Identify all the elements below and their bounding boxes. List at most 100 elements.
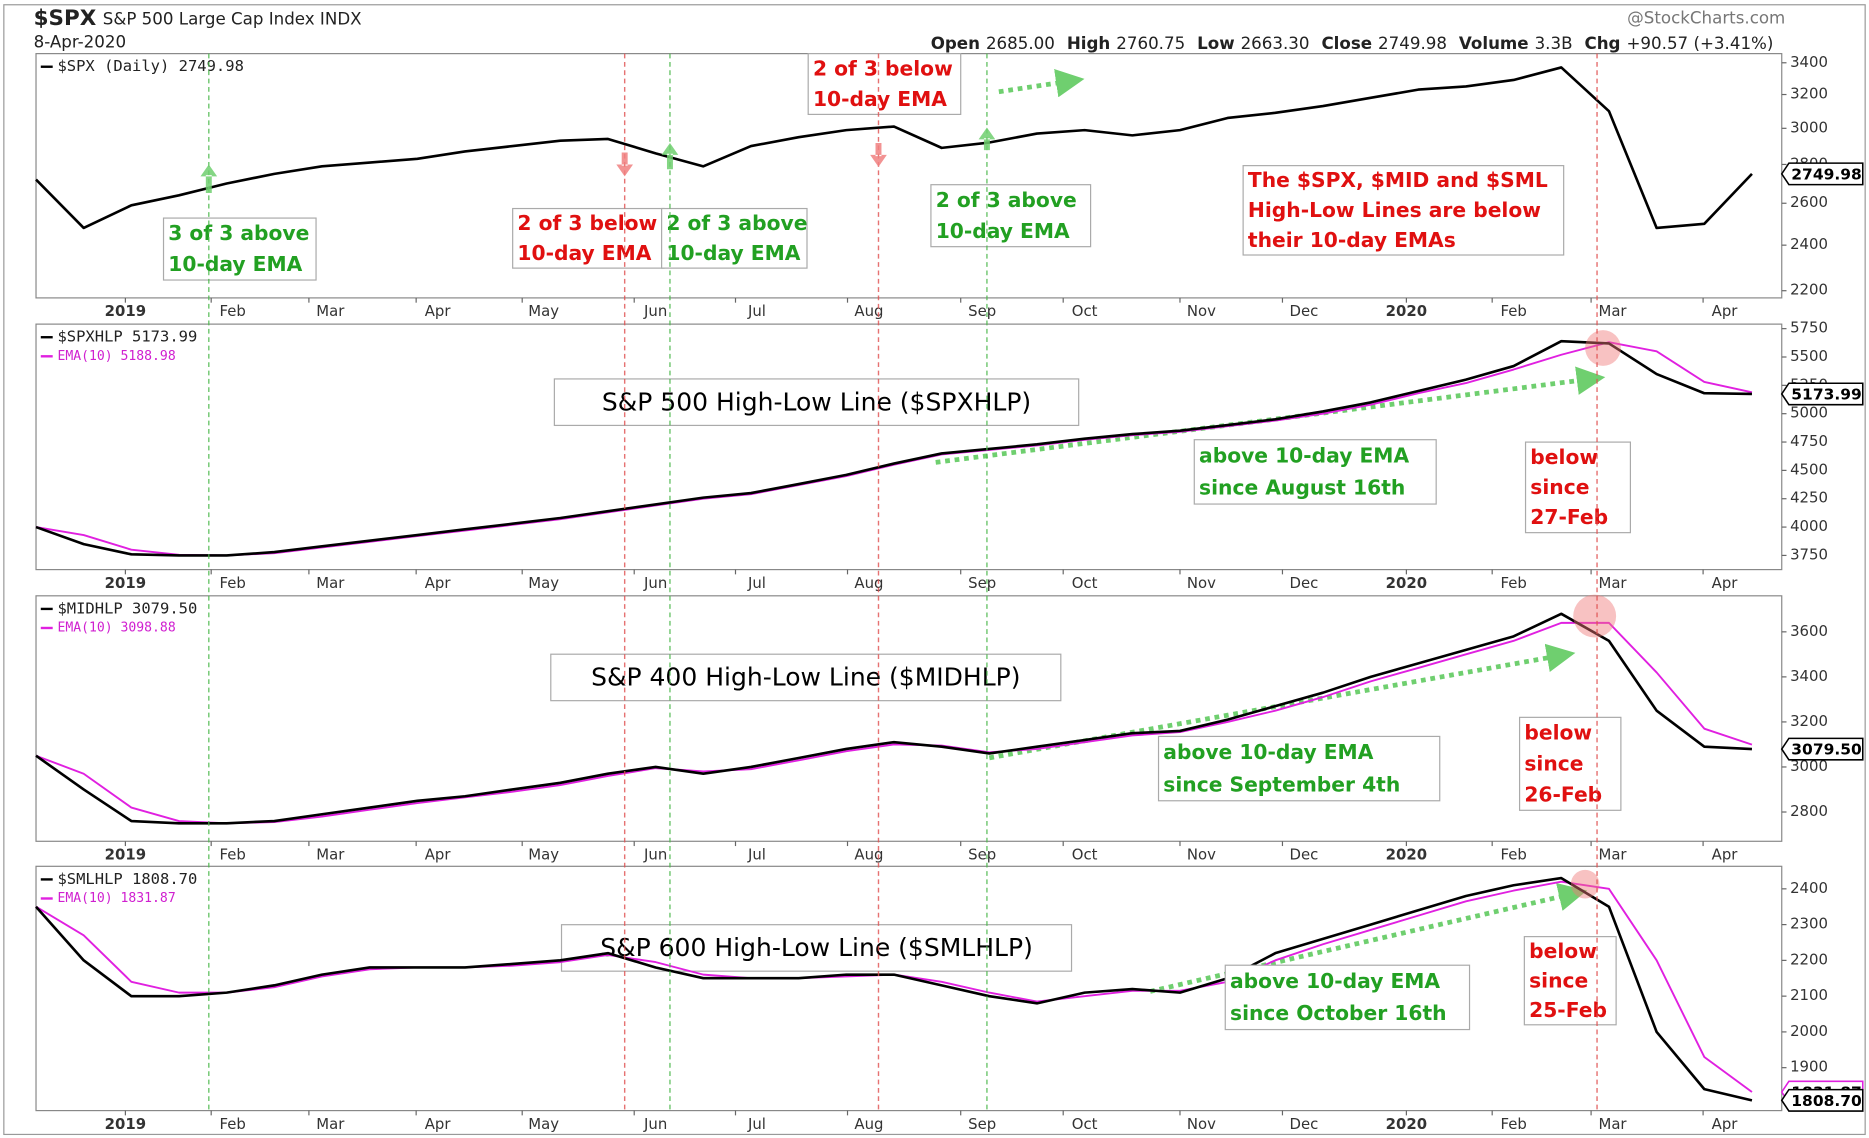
x-tick-label: May [528, 302, 559, 320]
annotation-box [162, 217, 317, 281]
annotation-text: below [1524, 721, 1592, 745]
annotation-text: 27-Feb [1530, 505, 1608, 529]
signal-arrow [661, 142, 679, 170]
annotation-text: 10-day EMA [168, 252, 302, 276]
y-tick-label: 5000 [1790, 404, 1828, 422]
series-line [35, 876, 1753, 1102]
x-tick-label: Feb [1500, 846, 1526, 864]
x-tick-label: 2020 [1386, 846, 1427, 864]
x-tick-label: Apr [425, 1115, 452, 1133]
x-tick-label: Mar [316, 846, 345, 864]
x-tick-label: Jul [747, 574, 766, 592]
x-tick-label: Dec [1290, 574, 1319, 592]
y-tick-label: 4750 [1790, 432, 1828, 450]
y-tick-label: 3400 [1790, 667, 1828, 685]
x-tick-label: Apr [1712, 302, 1739, 320]
legend-entry: $SPX (Daily) 2749.98 [57, 57, 243, 75]
legend-entry: $SPXHLP 5173.99 [57, 328, 197, 346]
x-tick-label: Feb [219, 1115, 245, 1133]
x-tick-label: Nov [1187, 302, 1216, 320]
x-tick-label: Jul [747, 302, 766, 320]
legend-entry: $MIDHLP 3079.50 [57, 599, 197, 617]
quote-value: 2749.98 [1378, 34, 1447, 53]
x-tick-label: May [528, 1115, 559, 1133]
x-tick-label: Mar [1598, 1115, 1627, 1133]
y-tick-label: 3600 [1790, 622, 1828, 640]
annotation-box [1242, 165, 1565, 256]
x-tick-label: Jun [643, 846, 667, 864]
signal-arrow [978, 127, 996, 151]
y-tick-label: 5500 [1790, 347, 1828, 365]
quote-label: Close [1321, 34, 1372, 53]
x-tick-label: Nov [1187, 1115, 1216, 1133]
annotation-text: 10-day EMA [666, 241, 800, 265]
annotation-text: their 10-day EMAs [1248, 228, 1456, 252]
x-tick-label: Mar [316, 1115, 345, 1133]
y-tick-label: 3000 [1790, 118, 1828, 136]
highlight-circle [1585, 330, 1621, 366]
quote-label: Volume [1459, 34, 1529, 53]
highlight-circle [1570, 869, 1600, 899]
y-tick-label: 2800 [1790, 802, 1828, 820]
x-tick-label: May [528, 846, 559, 864]
title-box [550, 653, 1062, 702]
annotation-text: 25-Feb [1529, 998, 1607, 1022]
x-tick-label: Oct [1072, 302, 1098, 320]
annotation-text: 2 of 3 above [666, 211, 807, 235]
series-line [35, 339, 1752, 557]
y-tick-label: 5750 [1790, 319, 1828, 337]
x-tick-label: Jun [643, 302, 667, 320]
date: 8-Apr-2020 [34, 32, 126, 51]
panel-title: S&P 600 High-Low Line ($SMLHLP) [600, 933, 1033, 962]
x-tick-label: Apr [425, 846, 452, 864]
panel-title: S&P 500 High-Low Line ($SPXHLP) [602, 387, 1031, 416]
quote-label: High [1067, 34, 1110, 53]
x-tick-label: Aug [854, 302, 883, 320]
y-tick-label: 2200 [1790, 950, 1828, 968]
annotation-text: 2 of 3 below [813, 57, 953, 81]
annotation-text: since August 16th [1199, 476, 1405, 500]
quote-label: Low [1197, 34, 1234, 53]
annotation-text: 10-day EMA [517, 241, 651, 265]
y-tick-label: 4250 [1790, 489, 1828, 507]
x-tick-label: Feb [219, 302, 245, 320]
x-tick-label: Feb [1500, 1115, 1526, 1133]
last-value-badge [1780, 1088, 1864, 1112]
x-tick-label: Apr [1712, 1115, 1739, 1133]
x-tick-label: Mar [1598, 846, 1627, 864]
panel-title: S&P 400 High-Low Line ($MIDHLP) [591, 663, 1020, 692]
x-tick-label: Jun [643, 574, 667, 592]
trend-arrow [998, 69, 1085, 98]
series-line [35, 66, 1753, 230]
x-tick-label: Apr [425, 302, 452, 320]
x-tick-label: Dec [1290, 846, 1319, 864]
x-tick-label: Sep [968, 302, 996, 320]
plot-area [35, 865, 1783, 1112]
x-tick-label: 2020 [1386, 574, 1427, 592]
plot-area [35, 323, 1783, 571]
y-tick-label: 3750 [1790, 545, 1828, 563]
y-tick-label: 2600 [1790, 193, 1828, 211]
x-tick-label: Mar [1598, 574, 1627, 592]
x-tick-label: Jun [643, 1115, 667, 1133]
annotation-text: 3 of 3 above [168, 221, 309, 245]
y-tick-label: 1900 [1790, 1058, 1828, 1076]
annotation-text: since [1530, 475, 1589, 499]
x-tick-label: 2019 [105, 574, 146, 592]
x-tick-label: Nov [1187, 574, 1216, 592]
symbol: $SPX [34, 6, 97, 31]
annotation-text: above 10-day EMA [1230, 969, 1440, 993]
y-tick-label: 2100 [1790, 986, 1828, 1004]
annotation-text: since October 16th [1230, 1001, 1447, 1025]
x-tick-label: Aug [854, 1115, 883, 1133]
annotation-text: below [1529, 939, 1597, 963]
annotation-text: since September 4th [1163, 772, 1400, 796]
quote-value: +90.57 (+3.41%) [1626, 34, 1773, 53]
annotation-box [661, 207, 808, 269]
series-line [35, 612, 1753, 825]
annotation-box [1224, 964, 1471, 1031]
last-value-label: 2749.98 [1791, 166, 1862, 184]
x-tick-label: Sep [968, 846, 996, 864]
annotation-text: The $SPX, $MID and $SML [1248, 168, 1548, 192]
